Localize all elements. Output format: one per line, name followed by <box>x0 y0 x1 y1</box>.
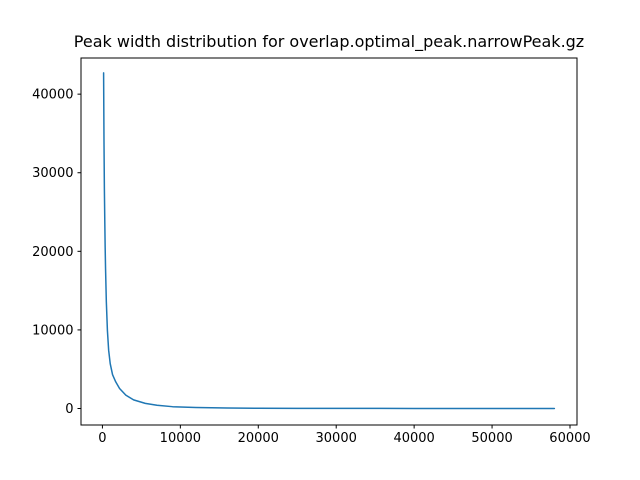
x-tick-label: 10000 <box>160 431 201 446</box>
chart-title: Peak width distribution for overlap.opti… <box>74 32 584 52</box>
x-tick-label: 30000 <box>316 431 357 446</box>
plot-series <box>102 72 556 410</box>
y-tick-label: 30000 <box>32 166 73 181</box>
x-tick-label: 20000 <box>238 431 279 446</box>
series-line <box>102 72 556 410</box>
x-tick-label: 40000 <box>393 431 434 446</box>
x-tick-label: 0 <box>98 431 106 446</box>
y-tick-label: 10000 <box>32 323 73 338</box>
x-tick-label: 50000 <box>471 431 512 446</box>
y-tick-label: 20000 <box>32 245 73 260</box>
y-tick-label: 40000 <box>32 88 73 103</box>
y-tick-label: 0 <box>65 402 73 417</box>
axes: 0 10000 20000 30000 40000 50000 60000 0 10000 200… <box>32 57 591 446</box>
plot-border <box>80 57 578 426</box>
x-tick-label: 60000 <box>549 431 590 446</box>
